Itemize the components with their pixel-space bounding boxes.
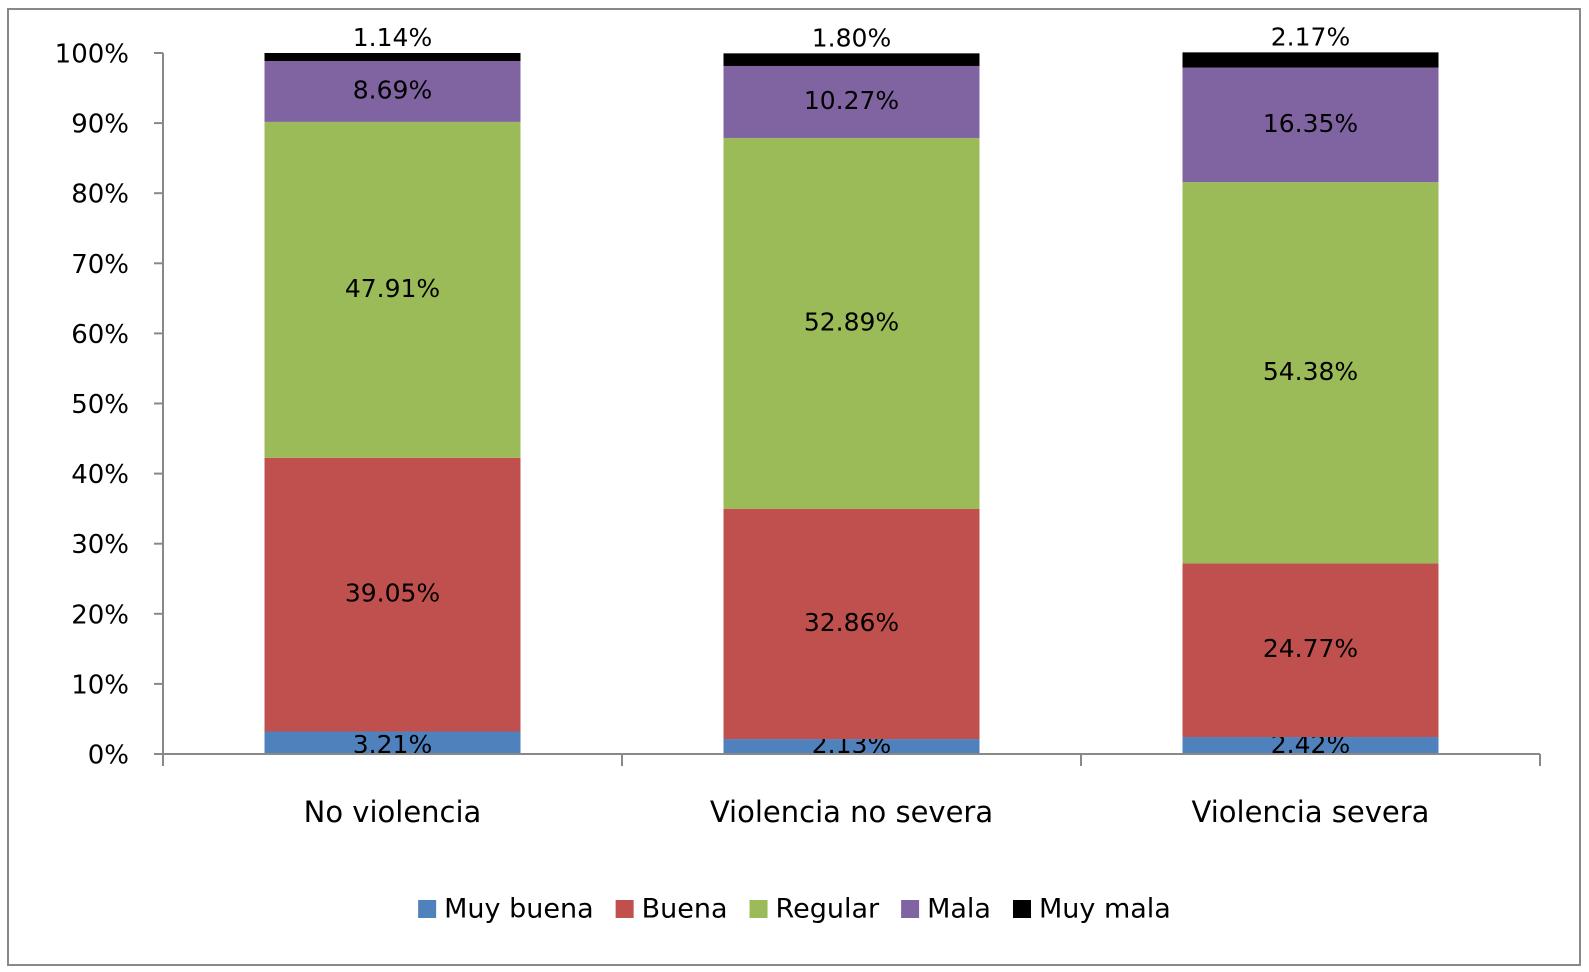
- data-label: 1.14%: [353, 23, 432, 52]
- bar-segment: [723, 53, 980, 66]
- data-label: 39.05%: [345, 579, 440, 608]
- legend-label: Muy mala: [1039, 894, 1171, 925]
- bar-segment: [1182, 182, 1439, 564]
- y-tick-label: 0%: [88, 741, 129, 771]
- data-label: 1.80%: [812, 23, 891, 52]
- data-label: 54.38%: [1263, 357, 1358, 386]
- x-tick-label: Violencia severa: [1192, 795, 1430, 829]
- legend-label: Buena: [642, 894, 728, 925]
- y-tick-label: 10%: [71, 670, 129, 700]
- bar-segment: [723, 137, 980, 509]
- data-label: 47.91%: [345, 274, 440, 303]
- bar-segment: [264, 60, 521, 122]
- legend-swatch: [901, 900, 920, 918]
- y-tick-label: 20%: [71, 600, 129, 630]
- bar-segment: [1182, 52, 1439, 68]
- y-tick-label: 40%: [71, 460, 129, 490]
- y-tick-label: 100%: [55, 40, 129, 70]
- y-tick-label: 50%: [71, 390, 129, 420]
- legend-swatch: [418, 900, 437, 918]
- bar-segment: [723, 739, 980, 754]
- y-tick-label: 60%: [71, 320, 129, 350]
- y-tick-label: 90%: [71, 110, 129, 140]
- y-tick-label: 70%: [71, 250, 129, 280]
- bar-segment: [264, 121, 521, 458]
- legend-swatch: [615, 900, 634, 918]
- bar-segment: [1182, 737, 1439, 754]
- legend-swatch: [749, 900, 768, 918]
- legend-label: Muy buena: [444, 894, 594, 925]
- legend-label: Regular: [776, 894, 880, 925]
- data-label: 52.89%: [804, 307, 899, 336]
- bar-segment: [264, 731, 521, 754]
- data-label: 32.86%: [804, 608, 899, 637]
- data-label: 10.27%: [804, 86, 899, 115]
- bar-segment: [723, 65, 980, 138]
- bar-segment: [1182, 563, 1439, 738]
- data-label: 8.69%: [353, 75, 432, 104]
- data-label: 24.77%: [1263, 634, 1358, 663]
- data-label: 16.35%: [1263, 109, 1358, 138]
- bar-segment: [723, 508, 980, 740]
- legend-label: Mala: [927, 894, 991, 925]
- y-tick-label: 30%: [71, 530, 129, 560]
- y-tick-label: 80%: [71, 180, 129, 210]
- x-tick-label: No violencia: [304, 795, 482, 829]
- bar-segment: [264, 457, 521, 732]
- legend-swatch: [1012, 900, 1031, 918]
- data-label: 2.17%: [1271, 22, 1350, 51]
- bar-segment: [1182, 67, 1439, 183]
- bar-segment: [264, 53, 521, 61]
- x-tick-label: Violencia no severa: [710, 795, 993, 829]
